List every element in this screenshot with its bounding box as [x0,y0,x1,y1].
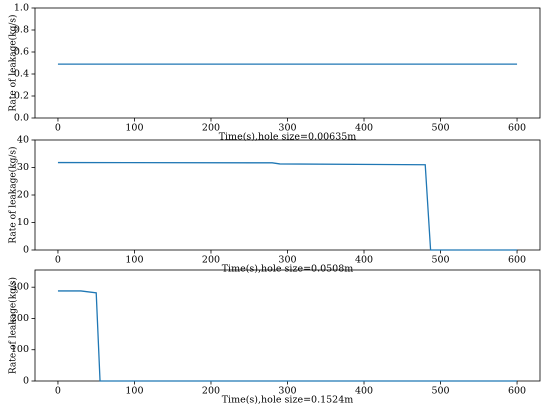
x-tick-label: 600 [508,386,526,397]
x-tick-label: 400 [355,255,373,266]
y-tick-label: 0 [23,376,29,387]
y-tick-label: 40 [17,135,29,146]
x-tick-label: 400 [355,123,373,134]
y-tick-label: 0.0 [14,113,29,124]
x-tick-label: 300 [278,123,296,134]
x-tick-label: 300 [278,386,296,397]
x-tick-label: 500 [431,255,449,266]
data-line [57,161,518,251]
x-tick-label: 100 [125,255,143,266]
x-axis-label: Time(s),hole size=0.1524m [222,395,354,406]
y-tick-label: 10 [17,217,29,228]
axes-frame [34,7,541,119]
y-tick-label: 0.6 [14,47,29,58]
y-tick-label: 200 [11,313,29,324]
axes-frame [34,139,541,251]
x-tick-label: 200 [202,255,220,266]
y-tick-label: 0.2 [14,91,29,102]
x-tick-label: 0 [55,255,61,266]
data-line [57,290,518,382]
y-tick-label: 30 [17,162,29,173]
x-tick-label: 100 [125,386,143,397]
y-tick-label: 0.4 [14,69,29,80]
x-tick-label: 500 [431,386,449,397]
x-tick-label: 400 [355,386,373,397]
y-tick-label: 0 [23,245,29,256]
x-tick-label: 100 [125,123,143,134]
x-tick-label: 300 [278,255,296,266]
x-tick-label: 500 [431,123,449,134]
y-tick-label: 300 [11,282,29,293]
x-tick-label: 600 [508,123,526,134]
x-tick-label: 0 [55,386,61,397]
y-tick-label: 0.8 [14,25,29,36]
x-tick-label: 0 [55,123,61,134]
x-tick-label: 200 [202,123,220,134]
y-tick-label: 1.0 [14,3,29,14]
y-tick-label: 100 [11,344,29,355]
x-tick-label: 600 [508,255,526,266]
y-axis-label: Rate of leakage(kg/s) [8,14,19,111]
y-axis-label: Rate of leakage(kg/s) [8,277,19,374]
y-axis-label: Rate of leakage(kg/s) [8,146,19,243]
axes-frame [34,269,541,382]
x-axis-label: Time(s),hole size=0.00635m [219,132,357,143]
x-axis-label: Time(s),hole size=0.0508m [222,264,354,275]
x-tick-label: 200 [202,386,220,397]
y-tick-label: 20 [17,190,29,201]
